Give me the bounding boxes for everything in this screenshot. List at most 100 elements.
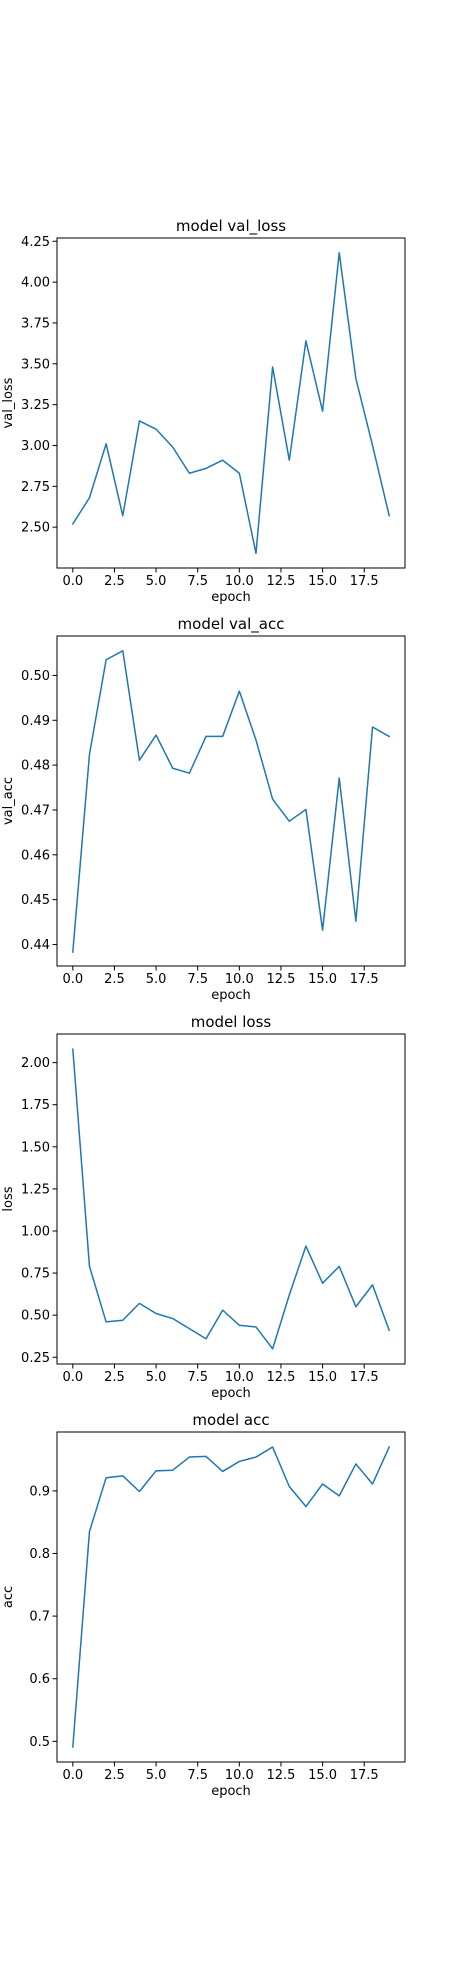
data-point [321,1483,323,1485]
data-point [172,1317,174,1319]
data-point [271,798,273,800]
x-tick-label: 17.5 [350,1768,379,1783]
data-point [205,1338,207,1340]
y-tick-label: 0.47 [21,803,50,818]
data-point [221,1470,223,1472]
chart-title: model acc [192,1411,269,1429]
data-point [305,1505,307,1507]
data-point [72,951,74,953]
data-point [288,459,290,461]
data-point [172,767,174,769]
y-tick-label: 0.25 [21,1351,50,1366]
x-tick-label: 15.0 [308,1768,337,1783]
data-point [255,739,257,741]
data-point [338,252,340,254]
data-point [238,1324,240,1326]
x-tick-label: 0.0 [62,1768,83,1783]
data-point [271,1446,273,1448]
x-tick-label: 10.0 [225,972,254,987]
y-tick-label: 1.50 [21,1140,50,1155]
data-point [105,1321,107,1323]
data-point [221,459,223,461]
data-point [338,777,340,779]
data-point [321,929,323,931]
x-tick-label: 17.5 [350,972,379,987]
data-point [172,446,174,448]
data-point [122,650,124,652]
x-tick-label: 12.5 [266,574,295,589]
data-point [305,808,307,810]
data-point [355,920,357,922]
data-point [271,366,273,368]
data-point [371,1483,373,1485]
y-tick-label: 0.49 [21,714,50,729]
y-tick-label: 0.9 [29,1484,50,1499]
data-point [138,1490,140,1492]
data-point [138,420,140,422]
y-axis-label: acc [1,1586,16,1608]
data-point [355,1306,357,1308]
y-tick-label: 0.75 [21,1267,50,1282]
data-point [238,690,240,692]
y-tick-label: 0.50 [21,669,50,684]
y-tick-label: 1.75 [21,1098,50,1113]
data-point [72,1048,74,1050]
y-tick-label: 0.48 [21,759,50,774]
data-point [238,472,240,474]
data-point [221,735,223,737]
x-tick-label: 0.0 [62,972,83,987]
data-point [388,1329,390,1331]
y-axis-label: loss [1,1186,16,1211]
data-point [188,772,190,774]
y-tick-label: 0.7 [29,1610,50,1625]
data-point [72,1746,74,1748]
x-tick-label: 7.5 [187,1768,208,1783]
data-point [105,1477,107,1479]
x-tick-label: 7.5 [187,1370,208,1385]
chart-title: model val_loss [176,217,286,236]
chart-title: model loss [191,1013,272,1031]
data-point [205,467,207,469]
x-axis-label: epoch [211,1784,251,1799]
y-tick-label: 0.44 [21,938,50,953]
x-axis-label: epoch [211,988,251,1003]
data-point [188,1327,190,1329]
data-point [122,1319,124,1321]
data-point [105,659,107,661]
data-point [288,1294,290,1296]
data-point [388,1446,390,1448]
data-point [338,1495,340,1497]
data-point [355,1463,357,1465]
y-tick-label: 4.00 [21,276,50,291]
y-tick-label: 3.00 [21,439,50,454]
chart-title: model val_acc [178,615,285,634]
data-point [172,1469,174,1471]
x-tick-label: 12.5 [266,1370,295,1385]
data-point [155,1470,157,1472]
y-tick-label: 4.25 [21,235,50,250]
x-tick-label: 15.0 [308,574,337,589]
y-tick-label: 1.25 [21,1182,50,1197]
data-point [88,753,90,755]
x-axis-label: epoch [211,590,251,605]
data-point [122,1475,124,1477]
data-point [305,1245,307,1247]
x-axis-label: epoch [211,1386,251,1401]
x-tick-label: 17.5 [350,574,379,589]
x-tick-label: 5.0 [146,1768,167,1783]
data-point [288,820,290,822]
y-axis-label: val_loss [1,377,16,428]
data-point [321,1282,323,1284]
x-tick-label: 7.5 [187,574,208,589]
data-point [388,515,390,517]
x-tick-label: 15.0 [308,972,337,987]
y-tick-label: 2.00 [21,1056,50,1071]
x-tick-label: 5.0 [146,574,167,589]
data-point [221,1309,223,1311]
y-tick-label: 0.6 [29,1672,50,1687]
data-point [105,443,107,445]
data-point [205,735,207,737]
data-point [188,1456,190,1458]
data-point [321,410,323,412]
